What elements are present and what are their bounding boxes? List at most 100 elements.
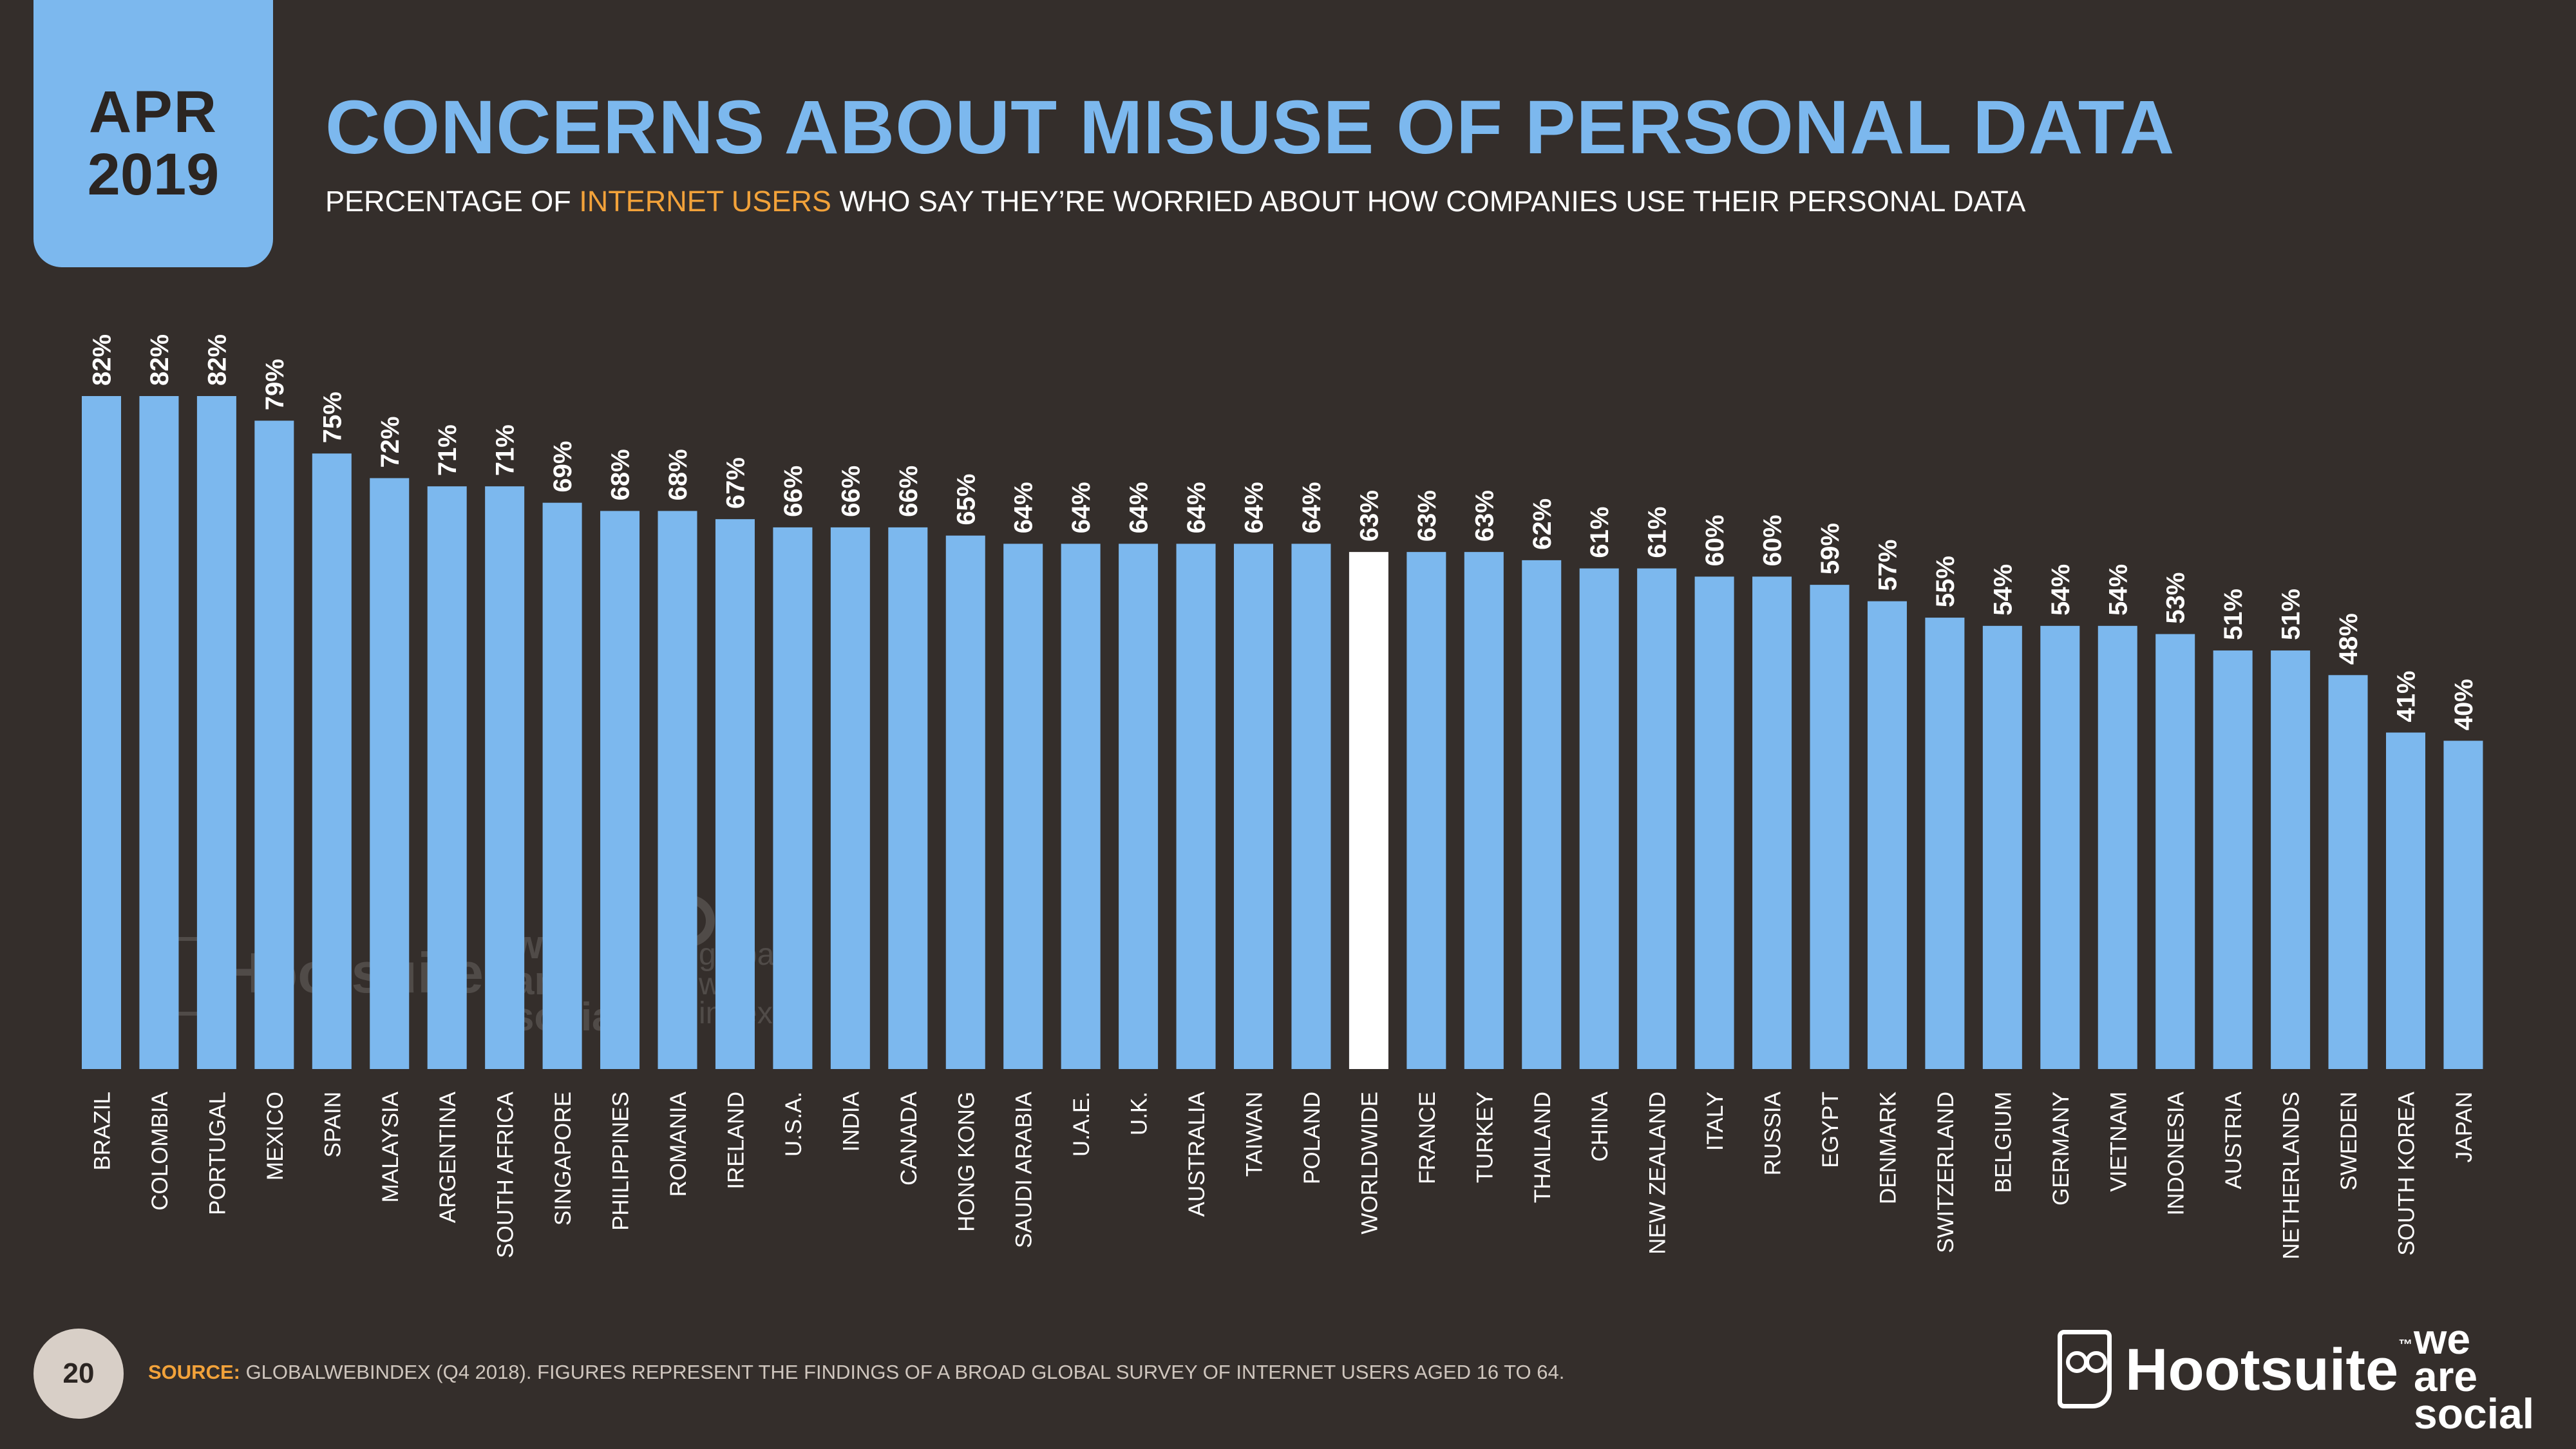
category-label: JAPAN [2452,1092,2477,1162]
data-label: 71% [491,424,520,476]
data-label: 53% [2162,573,2190,624]
bar [658,511,697,1069]
data-label: 64% [1067,482,1095,533]
data-label: 54% [2047,564,2075,616]
date-month: APR [88,79,218,145]
data-label: 54% [1989,564,2017,616]
category-label: SOUTH KOREA [2394,1091,2420,1255]
bar [1925,618,1965,1069]
data-label: 66% [779,466,808,517]
bar [1637,568,1677,1069]
bar [1176,544,1216,1069]
category-label: GERMANY [2049,1092,2074,1206]
hootsuite-tm: ™ [2398,1336,2413,1352]
bar [1752,576,1792,1069]
bar [945,535,985,1069]
bar [1464,552,1504,1069]
bar [2386,732,2425,1069]
data-label: 64% [1298,482,1326,533]
page-subtitle: PERCENTAGE OF INTERNET USERS WHO SAY THE… [325,185,2025,218]
data-label: 61% [1586,507,1614,558]
data-label: 68% [607,449,635,500]
category-label: TAIWAN [1242,1092,1267,1177]
was-logo-line: are [2414,1352,2478,1401]
bar [888,527,928,1069]
bar [427,486,467,1069]
data-label: 61% [1643,507,1672,558]
data-label: 64% [1182,482,1211,533]
data-label: 63% [1470,490,1499,542]
category-label: U.K. [1127,1092,1152,1135]
bar [1522,560,1562,1069]
data-label: 59% [1816,523,1844,574]
data-label: 75% [318,392,346,443]
category-label: MEXICO [263,1092,288,1180]
bar [1234,544,1273,1069]
bar [2443,741,2483,1069]
we-are-social-logo: we are social [2414,1315,2534,1435]
category-label: SOUTH AFRICA [493,1091,518,1258]
category-label: ARGENTINA [435,1091,460,1223]
subtitle-highlight: INTERNET USERS [579,185,831,218]
category-label: WORLDWIDE [1357,1092,1382,1235]
bar [2328,675,2368,1069]
data-label: 60% [1759,515,1787,566]
category-label: U.S.A. [781,1092,806,1157]
category-label: SINGAPORE [551,1092,576,1226]
data-label: 41% [2392,670,2421,722]
data-label: 51% [2219,589,2248,640]
category-label: BELGIUM [1991,1092,2016,1193]
hootsuite-logo: Hootsuite™ [2125,1336,2412,1404]
data-label: 64% [1240,482,1269,533]
bar [830,527,870,1069]
source-note: SOURCE: GLOBALWEBINDEX (Q4 2018). FIGURE… [148,1361,1564,1384]
bar [1291,544,1331,1069]
bar [1003,544,1043,1069]
category-label: IRELAND [723,1092,748,1189]
data-label: 64% [1125,482,1153,533]
data-label: 64% [1010,482,1038,533]
data-label: 66% [895,466,923,517]
bar [139,396,179,1069]
category-label: ROMANIA [666,1091,691,1197]
data-label: 82% [203,334,231,386]
bar [1694,576,1734,1069]
data-label: 55% [1931,556,1960,607]
data-label: 40% [2450,679,2478,730]
bar [1406,552,1446,1069]
category-label: PHILIPPINES [609,1092,634,1231]
source-text: GLOBALWEBINDEX (Q4 2018). FIGURES REPRES… [240,1361,1565,1383]
data-label: 71% [433,424,462,476]
data-label: 68% [664,449,692,500]
category-label: RUSSIA [1761,1091,1786,1175]
bar [1061,544,1101,1069]
category-label: CANADA [896,1091,922,1186]
bar [1579,568,1619,1069]
bar [1810,585,1850,1069]
bar [1982,625,2022,1069]
bar [773,527,813,1069]
data-label: 82% [88,334,117,386]
bar [254,421,294,1069]
page-title: CONCERNS ABOUT MISUSE OF PERSONAL DATA [325,85,2175,170]
category-label: VIETNAM [2106,1092,2131,1192]
data-label: 57% [1873,540,1902,591]
bar [82,396,121,1069]
category-label: MALAYSIA [378,1091,403,1202]
bar [1119,544,1159,1069]
category-label: INDIA [838,1091,864,1151]
subtitle-before: PERCENTAGE OF [325,185,580,218]
bar [485,486,525,1069]
category-label: HONG KONG [954,1092,979,1232]
data-label: 79% [261,359,289,410]
data-label: 65% [952,474,980,526]
bar [370,478,410,1069]
source-label: SOURCE: [148,1361,240,1383]
data-label: 60% [1701,515,1729,566]
category-label: CHINA [1587,1091,1613,1162]
was-logo-line: we [2414,1315,2471,1363]
data-label: 82% [146,334,174,386]
data-label: 54% [2104,564,2132,616]
data-label: 63% [1413,490,1441,542]
